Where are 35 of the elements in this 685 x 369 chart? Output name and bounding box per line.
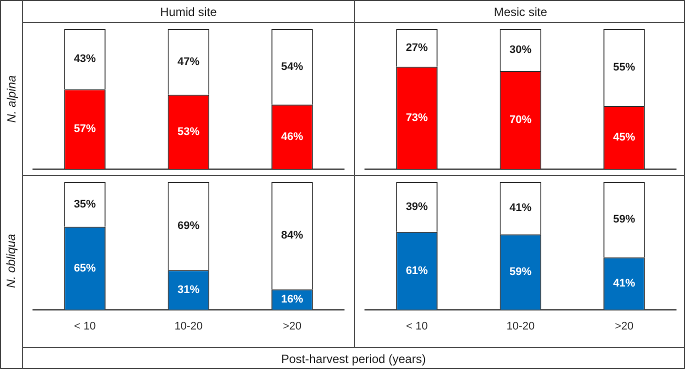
data-label: 73% — [406, 112, 428, 124]
chart-title: Mesic site — [492, 4, 548, 20]
data-label: 59% — [613, 214, 636, 226]
data-label: 55% — [613, 62, 636, 74]
data-label: 69% — [177, 220, 200, 232]
data-label: 43% — [74, 53, 96, 66]
x-tick-label: < 10 — [74, 320, 96, 332]
data-label: 54% — [281, 60, 304, 73]
x-tick-label: 10-20 — [174, 320, 203, 332]
data-label: 35% — [74, 198, 96, 210]
data-label: 41% — [509, 202, 532, 214]
data-label: 41% — [613, 278, 636, 290]
data-label: 59% — [509, 266, 532, 278]
data-label: 46% — [281, 130, 304, 143]
data-label: 31% — [177, 284, 200, 296]
data-label: 84% — [281, 230, 304, 242]
data-label: 45% — [613, 132, 636, 144]
data-label: 65% — [74, 262, 96, 274]
data-label: 47% — [177, 56, 200, 68]
x-tick-label: >20 — [282, 320, 302, 332]
chart-title: Humid site — [159, 4, 218, 20]
data-label: 57% — [74, 123, 96, 136]
data-label: 30% — [509, 44, 532, 56]
data-label: 39% — [406, 200, 428, 213]
x-tick-label: < 10 — [406, 320, 428, 332]
data-label: 61% — [406, 264, 428, 277]
data-label: 70% — [509, 114, 532, 126]
x-tick-label: 10-20 — [506, 320, 535, 332]
data-label: 27% — [406, 42, 428, 54]
y-axis-title: N. alpina — [4, 74, 18, 122]
data-label: 53% — [177, 126, 200, 138]
data-label: 16% — [281, 294, 304, 306]
x-tick-label: >20 — [614, 320, 634, 332]
x-axis-title: Post-harvest period (years) — [280, 350, 427, 368]
y-axis-title: N. obliqua — [4, 234, 19, 288]
